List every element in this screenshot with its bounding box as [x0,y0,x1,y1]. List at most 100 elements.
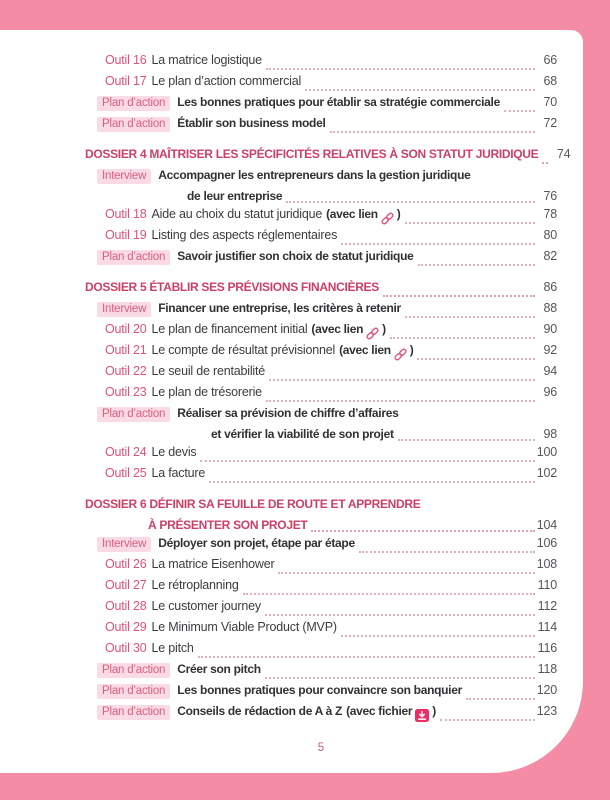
entry-title: Créer son pitch [177,662,261,676]
dot-leader [404,222,535,224]
page-number: 116 [537,641,558,655]
page-number: 118 [537,662,558,676]
entry-title: Le seuil de rentabilité [151,364,266,378]
page-number: 120 [536,683,557,697]
toc-entry: Plan d’action Établir son business model 7… [85,116,557,137]
page-number: 78 [543,207,557,221]
dot-leader [382,295,535,297]
toc-entry: Interview Financer une entreprise, les cr… [85,301,557,322]
plan-action-badge: Plan d’action [97,407,171,422]
page-number: 112 [537,599,558,613]
link-icon [381,212,394,225]
outil-label: Outil 27 [105,578,147,592]
entry-title: Le pitch [151,641,194,655]
outil-label: Outil 16 [105,53,147,67]
outil-label: Outil 19 [105,228,147,242]
toc-section-heading: DOSSIER 4 MAÎTRISER LES SPÉCIFICITÉS REL… [85,147,571,168]
dot-leader [503,110,535,112]
outil-label: Outil 18 [105,207,147,221]
toc-entry: Outil 22 Le seuil de rentabilité 94 [85,364,557,385]
dot-leader [242,593,535,595]
dot-leader [542,162,549,164]
dot-leader [311,530,535,532]
entry-suffix-close: ) [432,704,436,718]
entry-suffix-close: ) [396,207,401,221]
dot-leader [269,379,535,381]
outil-label: Outil 26 [105,557,147,571]
entry-title: La matrice logistique [151,53,262,67]
page-number: 74 [556,147,571,161]
plan-action-badge: Plan d’action [97,684,171,699]
interview-badge: Interview [97,302,152,317]
page-number: 114 [537,620,558,634]
toc-entry: Outil 16 La matrice logistique 66 [85,53,557,74]
page-number: 102 [536,466,557,480]
entry-suffix-close: ) [409,343,414,357]
entry-title: Le customer journey [151,599,261,613]
toc-entry: Outil 24 Le devis 100 [85,445,557,466]
entry-suffix: (avec lien [311,322,364,336]
outil-label: Outil 30 [105,641,147,655]
page-number: 82 [543,249,557,263]
entry-title: Le rétroplanning [151,578,239,592]
entry-title: Le compte de résultat prévisionnel [151,343,336,357]
section-heading-title: À PRÉSENTER SON PROJET [148,518,308,532]
toc-entry-line2: et vérifier la viabilité de son projet 98 [85,427,557,445]
entry-title-continued: de leur entreprise [187,189,283,203]
interview-badge: Interview [97,169,152,184]
page-number: 90 [543,322,557,336]
dot-leader [465,698,535,700]
entry-suffix: (avec lien [326,207,378,221]
page-number: 76 [543,189,557,203]
toc-entry: Outil 17 Le plan d’action commercial 68 [85,74,557,95]
dot-leader [209,481,535,483]
entry-title: Le Minimum Viable Product (MVP) [151,620,337,634]
page-number: 68 [543,74,557,88]
outil-label: Outil 23 [105,385,147,399]
toc-entry: Plan d’action Créer son pitch 118 [85,662,557,683]
dot-leader [265,400,535,402]
toc-list: Outil 16 La matrice logistique 66 Outil 17 L… [0,30,583,725]
entry-suffix: (avec fichier [346,704,413,718]
dot-leader [305,89,535,91]
section-heading-title: DOSSIER 6 DÉFINIR SA FEUILLE DE ROUTE ET… [85,497,421,511]
toc-entry: Outil 28 Le customer journey 112 [85,599,557,620]
toc-entry: Outil 27 Le rétroplanning 110 [85,578,557,599]
page-number: 108 [536,557,557,571]
page-number: 104 [536,518,557,532]
outil-label: Outil 21 [105,343,147,357]
section-heading-title: DOSSIER 4 MAÎTRISER LES SPÉCIFICITÉS REL… [85,147,539,161]
dot-leader [417,264,535,266]
toc-entry: Outil 19 Listing des aspects réglementair… [85,228,557,249]
dot-leader [389,337,535,339]
plan-action-badge: Plan d’action [97,117,171,132]
toc-entry: Outil 26 La matrice Eisenhower 108 [85,557,557,578]
page-number: 72 [543,116,557,130]
toc-entry: Outil 23 Le plan de trésorerie 96 [85,385,557,406]
page-number: 70 [543,95,557,109]
dot-leader [264,677,535,679]
outil-label: Outil 24 [105,445,147,459]
page-number: 86 [543,280,557,294]
entry-title: Les bonnes pratiques pour établir sa str… [177,95,500,109]
entry-title: Accompagner les entrepreneurs dans la ge… [158,168,471,182]
dot-leader [341,243,535,245]
page-number: 88 [543,301,557,315]
toc-entry: Outil 20 Le plan de financement initial (a… [85,322,557,343]
outil-label: Outil 29 [105,620,147,634]
entry-title-continued: et vérifier la viabilité de son projet [211,427,394,441]
dot-leader [417,358,535,360]
entry-title: Conseils de rédaction de A à Z [177,704,343,718]
outil-label: Outil 22 [105,364,147,378]
plan-action-badge: Plan d’action [97,250,171,265]
toc-entry: Plan d’action Savoir justifier son choix … [85,249,557,270]
outil-label: Outil 17 [105,74,147,88]
page-number: 92 [543,343,557,357]
toc-entry: Plan d’action Les bonnes pratiques pour c… [85,683,557,704]
dot-leader [197,656,535,658]
toc-entry: Outil 29 Le Minimum Viable Product (MVP) 1… [85,620,557,641]
entry-title: Listing des aspects réglementaires [151,228,338,242]
toc-entry: Outil 30 Le pitch 116 [85,641,557,662]
dot-leader [265,68,535,70]
page-number: 80 [543,228,557,242]
